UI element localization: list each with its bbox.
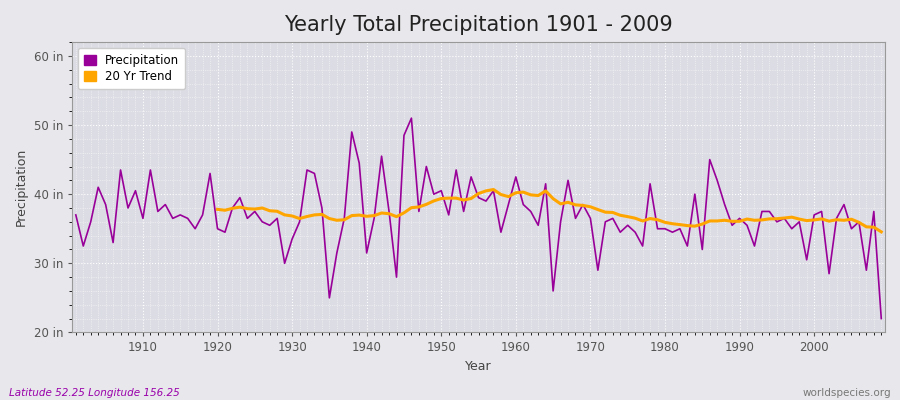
20 Yr Trend xyxy=(682,223,693,228)
20 Yr Trend xyxy=(771,216,782,221)
20 Yr Trend xyxy=(212,207,223,212)
20 Yr Trend xyxy=(787,215,797,220)
Precipitation xyxy=(130,188,141,193)
Precipitation xyxy=(294,220,305,224)
Precipitation xyxy=(518,202,528,207)
Text: Latitude 52.25 Longitude 156.25: Latitude 52.25 Longitude 156.25 xyxy=(9,388,180,398)
20 Yr Trend xyxy=(413,204,424,209)
Precipitation xyxy=(339,216,350,221)
X-axis label: Year: Year xyxy=(465,360,492,373)
Precipitation xyxy=(608,216,618,221)
20 Yr Trend xyxy=(488,187,499,192)
Line: Precipitation: Precipitation xyxy=(76,118,881,318)
Y-axis label: Precipitation: Precipitation xyxy=(15,148,28,226)
Precipitation xyxy=(406,116,417,120)
Precipitation xyxy=(876,316,886,321)
Title: Yearly Total Precipitation 1901 - 2009: Yearly Total Precipitation 1901 - 2009 xyxy=(284,15,673,35)
Precipitation xyxy=(70,212,81,217)
20 Yr Trend xyxy=(302,214,312,219)
Line: 20 Yr Trend: 20 Yr Trend xyxy=(218,190,881,232)
20 Yr Trend xyxy=(876,230,886,234)
Legend: Precipitation, 20 Yr Trend: Precipitation, 20 Yr Trend xyxy=(78,48,185,89)
20 Yr Trend xyxy=(853,220,864,225)
Precipitation xyxy=(510,174,521,179)
Text: worldspecies.org: worldspecies.org xyxy=(803,388,891,398)
